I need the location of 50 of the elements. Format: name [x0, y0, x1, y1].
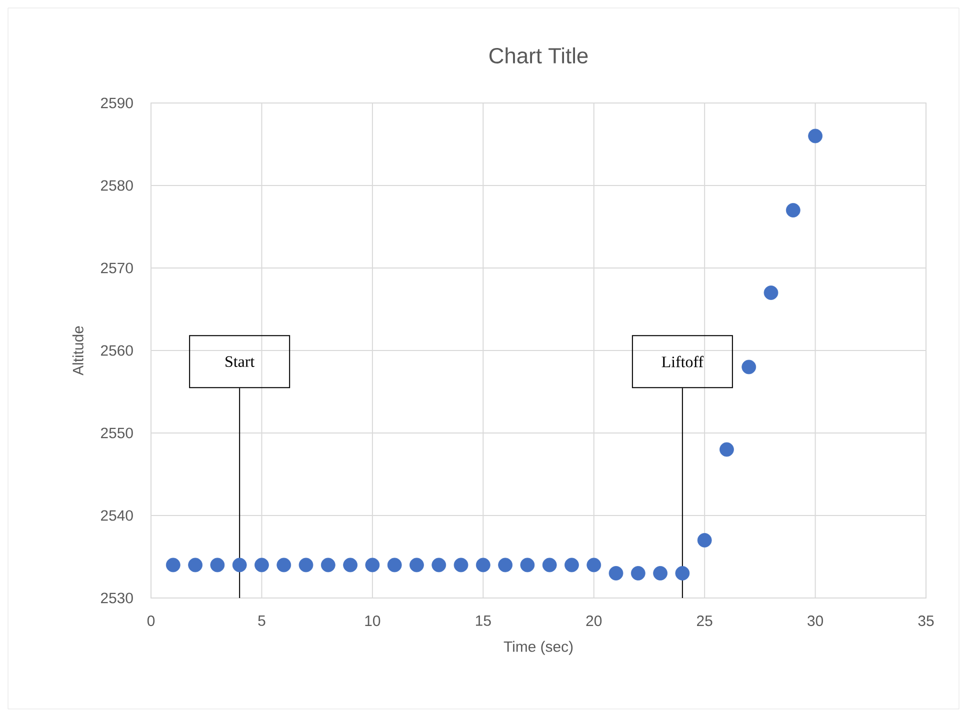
point: [520, 558, 535, 572]
point: [720, 442, 734, 457]
point: [764, 286, 778, 300]
y-tick-label: 2530: [100, 592, 133, 604]
x-tick-label: 0: [147, 616, 155, 626]
point: [498, 558, 512, 572]
point: [808, 128, 822, 144]
point: [210, 558, 225, 572]
x-tick-label: 35: [918, 616, 934, 626]
y-axis-title: Altitude: [72, 326, 84, 376]
point: [320, 558, 336, 572]
point: [697, 533, 712, 548]
point: [564, 558, 579, 572]
chart-title: Chart Title: [489, 47, 588, 64]
y-tick-label: 2550: [100, 428, 133, 438]
x-axis-title: Time (sec): [504, 640, 573, 655]
point: [432, 558, 446, 572]
ref-line-label: Liftoff: [662, 356, 704, 368]
point: [454, 558, 468, 572]
point: [166, 558, 180, 572]
point: [742, 360, 756, 374]
y-tick-label: 2540: [100, 510, 133, 521]
x-tick-label: 15: [476, 616, 491, 626]
point: [232, 558, 247, 572]
y-tick-label: 2570: [100, 262, 133, 274]
y-tick-label: 2590: [100, 98, 133, 108]
y-tick-label: 2560: [100, 345, 133, 356]
point: [542, 558, 557, 572]
point: [786, 203, 800, 218]
point: [365, 558, 380, 572]
point: [254, 558, 269, 572]
x-tick-label: 25: [697, 616, 712, 626]
point: [586, 558, 602, 572]
x-tick-label: 10: [365, 616, 380, 626]
ref-line-label: Start: [226, 356, 255, 367]
point: [653, 566, 668, 580]
x-tick-label: 20: [586, 616, 602, 626]
point: [343, 558, 358, 572]
point: [608, 566, 624, 580]
point: [276, 558, 292, 572]
x-tick-label: 5: [258, 616, 266, 626]
point: [630, 566, 646, 580]
point: [410, 558, 424, 572]
point: [298, 558, 314, 572]
point: [387, 558, 402, 572]
x-tick-label: 30: [808, 616, 824, 626]
point: [188, 558, 202, 572]
y-tick-label: 2580: [100, 180, 133, 191]
point: [476, 558, 490, 572]
point: [675, 566, 690, 580]
